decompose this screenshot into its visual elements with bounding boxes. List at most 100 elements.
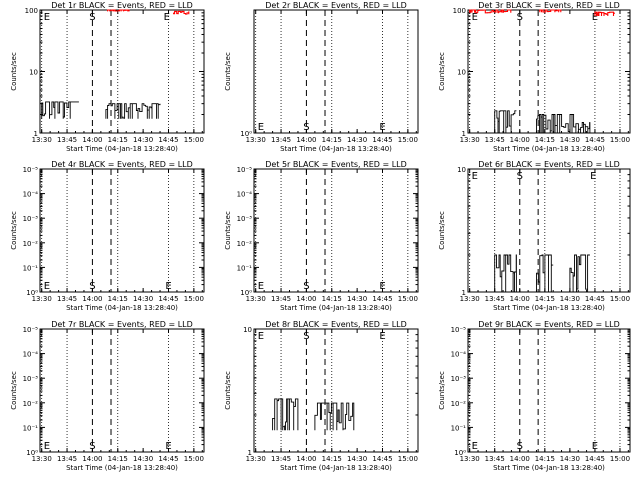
x-tick-label: 13:30: [32, 455, 52, 463]
x-tick-label: 13:45: [271, 295, 291, 303]
y-axis-label: Counts/sec: [438, 52, 446, 91]
y-tick-label: 10⁻²: [237, 240, 253, 248]
end-marker: E: [472, 12, 478, 23]
x-tick-label: 14:30: [133, 136, 153, 144]
x-tick-label: 13:45: [57, 295, 77, 303]
lld-series-segment: [539, 9, 562, 13]
x-tick-label: 15:00: [398, 455, 418, 463]
start-marker: S: [303, 281, 309, 292]
x-tick-label: 13:45: [485, 455, 505, 463]
y-axis-label: Counts/sec: [10, 371, 18, 410]
x-tick-label: 13:30: [32, 295, 52, 303]
lld-series-segment: [469, 9, 512, 14]
y-tick-label: 10⁻⁵: [451, 326, 467, 334]
start-marker: S: [517, 12, 523, 23]
x-tick-label: 14:00: [510, 295, 530, 303]
events-series-segment: [105, 103, 161, 119]
x-tick-label: 14:15: [322, 295, 342, 303]
x-tick-label: 15:00: [184, 136, 204, 144]
end-marker: E: [472, 171, 478, 182]
y-tick-label: 10⁻³: [23, 215, 39, 223]
y-tick-label: 10⁰: [240, 130, 252, 138]
y-tick-label: 10⁻¹: [23, 264, 39, 272]
x-tick-label: 13:45: [57, 136, 77, 144]
end-marker: E: [258, 281, 264, 292]
x-tick-label: 13:30: [460, 455, 480, 463]
det-9r-panel: Det 9r BLACK = Events, RED = LLD 13:30 13:…: [438, 320, 631, 472]
x-tick-label: 15:00: [398, 295, 418, 303]
x-tick-label: 14:30: [560, 295, 580, 303]
x-tick-label: 13:30: [460, 136, 480, 144]
end-marker: E: [592, 12, 598, 23]
y-tick-label: 10⁻¹: [23, 424, 39, 432]
y-tick-label: 10⁰: [26, 449, 38, 457]
end-marker: E: [258, 122, 264, 133]
events-series-segment: [569, 254, 590, 292]
x-tick-label: 13:30: [246, 295, 266, 303]
y-tick-label: 10⁻³: [237, 215, 253, 223]
y-tick-label: 10⁻⁵: [237, 166, 253, 174]
x-tick-label: 14:15: [108, 455, 128, 463]
x-axis-label: Start Time (04-Jan-18 13:28:40): [280, 145, 392, 153]
start-marker: S: [517, 441, 523, 452]
y-tick-label: 10⁻¹: [237, 264, 253, 272]
lld-series-segment: [594, 11, 615, 16]
y-axis-label: Counts/sec: [224, 211, 232, 250]
y-tick-label: 10⁻⁴: [23, 191, 39, 199]
x-tick-label: 14:30: [133, 455, 153, 463]
x-tick-label: 14:45: [585, 136, 605, 144]
y-tick-label: 10⁻¹: [451, 424, 467, 432]
x-axis-label: Start Time (04-Jan-18 13:28:40): [66, 304, 178, 312]
plot-frame: [467, 328, 631, 453]
end-marker: E: [44, 12, 50, 23]
y-tick-label: 10⁻⁴: [451, 351, 467, 359]
x-tick-label: 14:00: [82, 455, 102, 463]
start-marker: S: [89, 12, 95, 23]
end-marker: E: [258, 331, 264, 342]
x-tick-label: 15:00: [184, 295, 204, 303]
x-tick-label: 14:30: [560, 455, 580, 463]
det-6r-panel: Det 6r BLACK = Events, RED = LLD 13:30 13:…: [438, 160, 631, 312]
y-tick-label: 100: [25, 7, 38, 15]
end-marker: E: [592, 441, 598, 452]
x-tick-label: 13:30: [32, 136, 52, 144]
x-tick-label: 14:45: [158, 136, 178, 144]
x-tick-label: 15:00: [184, 455, 204, 463]
x-tick-label: 14:15: [322, 455, 342, 463]
y-tick-label: 10⁻³: [451, 375, 467, 383]
x-tick-label: 13:45: [485, 136, 505, 144]
panel-title: Det 7r BLACK = Events, RED = LLD: [51, 320, 193, 329]
x-tick-label: 14:00: [296, 136, 316, 144]
x-tick-label: 14:30: [347, 136, 367, 144]
end-marker: E: [44, 441, 50, 452]
events-series-segment: [494, 254, 517, 292]
x-tick-label: 14:15: [535, 295, 555, 303]
x-tick-label: 14:45: [372, 455, 392, 463]
y-tick-label: 10⁻³: [23, 375, 39, 383]
y-tick-label: 10: [243, 326, 252, 334]
x-tick-label: 14:15: [535, 136, 555, 144]
y-axis-label: Counts/sec: [224, 52, 232, 91]
y-tick-label: 10⁰: [26, 289, 38, 297]
y-tick-label: 10⁻⁵: [23, 166, 39, 174]
det-8r-panel: Det 8r BLACK = Events, RED = LLD 13:30 13:…: [224, 320, 419, 472]
start-marker: S: [89, 441, 95, 452]
end-marker: E: [379, 281, 385, 292]
lld-series-segment: [107, 9, 130, 12]
end-marker: E: [165, 441, 171, 452]
panel-title: Det 3r BLACK = Events, RED = LLD: [478, 1, 620, 10]
plot-frame: [253, 168, 419, 293]
panel-title: Det 8r BLACK = Events, RED = LLD: [265, 320, 407, 329]
det-4r-panel: Det 4r BLACK = Events, RED = LLD 13:30 13:…: [10, 160, 205, 312]
y-axis-label: Counts/sec: [10, 211, 18, 250]
end-marker: E: [44, 281, 50, 292]
y-tick-label: 10⁻²: [451, 400, 467, 408]
plot-frame: [39, 168, 205, 293]
det-5r-panel: Det 5r BLACK = Events, RED = LLD 13:30 13:…: [224, 160, 419, 312]
x-tick-label: 14:00: [296, 295, 316, 303]
panel-title: Det 1r BLACK = Events, RED = LLD: [51, 1, 193, 10]
y-tick-label: 1: [248, 449, 252, 457]
y-axis-label: Counts/sec: [224, 371, 232, 410]
x-tick-label: 13:30: [460, 295, 480, 303]
x-tick-label: 14:00: [82, 295, 102, 303]
